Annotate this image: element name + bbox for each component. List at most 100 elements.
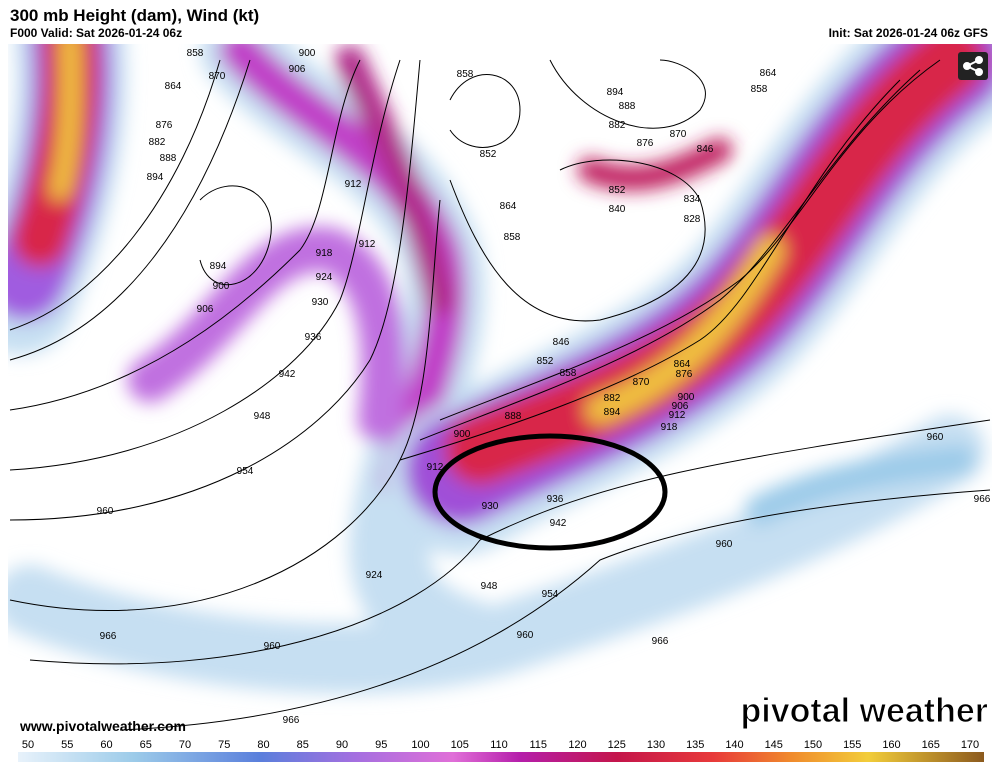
- contour-label: 894: [147, 172, 164, 183]
- contour-label: 906: [197, 304, 214, 315]
- contour-label: 852: [480, 149, 497, 160]
- contour-label: 894: [607, 87, 624, 98]
- colorbar-label: 105: [451, 739, 469, 751]
- contour-label: 954: [237, 466, 254, 477]
- contour-label: 936: [305, 332, 322, 343]
- contour-label: 894: [604, 407, 621, 418]
- valid-time: F000 Valid: Sat 2026-01-24 06z: [10, 26, 183, 40]
- contour-label: 960: [264, 641, 281, 652]
- contour-label: 894: [210, 261, 227, 272]
- colorbar-label: 130: [647, 739, 665, 751]
- colorbar-label: 150: [804, 739, 822, 751]
- colorbar-label: 70: [179, 739, 191, 751]
- contour-label: 954: [542, 589, 559, 600]
- share-icon[interactable]: [963, 56, 983, 76]
- map-area: 8588708648768828888949009069129129189249…: [8, 44, 992, 736]
- contour-label: 846: [697, 144, 714, 155]
- contour-label: 942: [279, 369, 296, 380]
- contour-label: 966: [283, 715, 300, 726]
- contour-label: 864: [165, 81, 182, 92]
- contour-label: 882: [149, 137, 166, 148]
- colorbar-label: 80: [257, 739, 269, 751]
- wind-shading: [8, 44, 992, 694]
- colorbar-label: 60: [100, 739, 112, 751]
- contour-label: 882: [604, 393, 621, 404]
- colorbar-label: 115: [529, 739, 547, 751]
- contour-label: 876: [156, 120, 173, 131]
- contour-label: 888: [505, 411, 522, 422]
- contour-label: 864: [760, 68, 777, 79]
- highlight-ellipse: [432, 433, 668, 551]
- colorbar-label: 100: [411, 739, 429, 751]
- contour-label: 960: [716, 539, 733, 550]
- contour-label: 930: [312, 297, 329, 308]
- contour-label: 900: [678, 392, 695, 403]
- contour-label: 960: [927, 432, 944, 443]
- contour-label: 888: [160, 153, 177, 164]
- contour-label: 936: [547, 494, 564, 505]
- colorbar: [18, 752, 984, 762]
- contour-label: 858: [457, 69, 474, 80]
- contour-label: 876: [637, 138, 654, 149]
- contour-label: 852: [537, 356, 554, 367]
- height-contours: [9, 59, 991, 731]
- colorbar-label: 75: [218, 739, 230, 751]
- contour-label: 912: [427, 462, 444, 473]
- contour-label: 852: [609, 185, 626, 196]
- colorbar-label: 160: [882, 739, 900, 751]
- share-button[interactable]: [958, 52, 988, 80]
- contour-label: 870: [670, 129, 687, 140]
- contour-label: 834: [684, 194, 701, 205]
- contour-label: 906: [672, 401, 689, 412]
- colorbar-label: 120: [568, 739, 586, 751]
- colorbar-label: 65: [140, 739, 152, 751]
- colorbar-label: 95: [375, 739, 387, 751]
- contour-labels: 8588708648768828888949009069129129189249…: [97, 48, 991, 726]
- contour-label: 948: [254, 411, 271, 422]
- contour-label: 900: [454, 429, 471, 440]
- colorbar-label: 165: [922, 739, 940, 751]
- contour-label: 942: [550, 518, 567, 529]
- colorbar-label: 85: [297, 739, 309, 751]
- colorbar-label: 140: [725, 739, 743, 751]
- contour-label: 888: [619, 101, 636, 112]
- brand-logo: pivotal weather: [740, 692, 988, 730]
- colorbar-label: 155: [843, 739, 861, 751]
- contour-label: 960: [517, 630, 534, 641]
- contour-label: 900: [299, 48, 316, 59]
- contour-label: 924: [366, 570, 383, 581]
- contour-label: 864: [500, 201, 517, 212]
- title: 300 mb Height (dam), Wind (kt): [10, 6, 260, 25]
- contour-label: 864: [674, 359, 691, 370]
- colorbar-label: 145: [765, 739, 783, 751]
- contour-label: 912: [669, 410, 686, 421]
- contour-label: 882: [609, 120, 626, 131]
- contour-label: 858: [187, 48, 204, 59]
- init-time: Init: Sat 2026-01-24 06z GFS: [828, 26, 988, 40]
- contour-label: 876: [676, 369, 693, 380]
- contour-label: 900: [213, 281, 230, 292]
- contour-label: 840: [609, 204, 626, 215]
- contour-label: 924: [316, 272, 333, 283]
- colorbar-label: 125: [608, 739, 626, 751]
- colorbar-label: 50: [22, 739, 34, 751]
- contour-label: 828: [684, 214, 701, 225]
- contour-label: 870: [209, 71, 226, 82]
- contour-label: 966: [974, 494, 991, 505]
- contour-label: 966: [100, 631, 117, 642]
- contour-label: 858: [560, 368, 577, 379]
- contour-label: 846: [553, 337, 570, 348]
- colorbar-labels: 50 55 60 65 70 75 80 85 90 95 100 105 110 115 120 125 13…: [22, 739, 979, 751]
- contour-label: 966: [652, 636, 669, 647]
- contour-label: 870: [633, 377, 650, 388]
- contour-label: 912: [345, 179, 362, 190]
- website: www.pivotalweather.com: [19, 718, 186, 734]
- colorbar-label: 90: [336, 739, 348, 751]
- colorbar-label: 55: [61, 739, 73, 751]
- contour-label: 912: [359, 239, 376, 250]
- contour-label: 918: [316, 248, 333, 259]
- contour-label: 858: [504, 232, 521, 243]
- contour-label: 960: [97, 506, 114, 517]
